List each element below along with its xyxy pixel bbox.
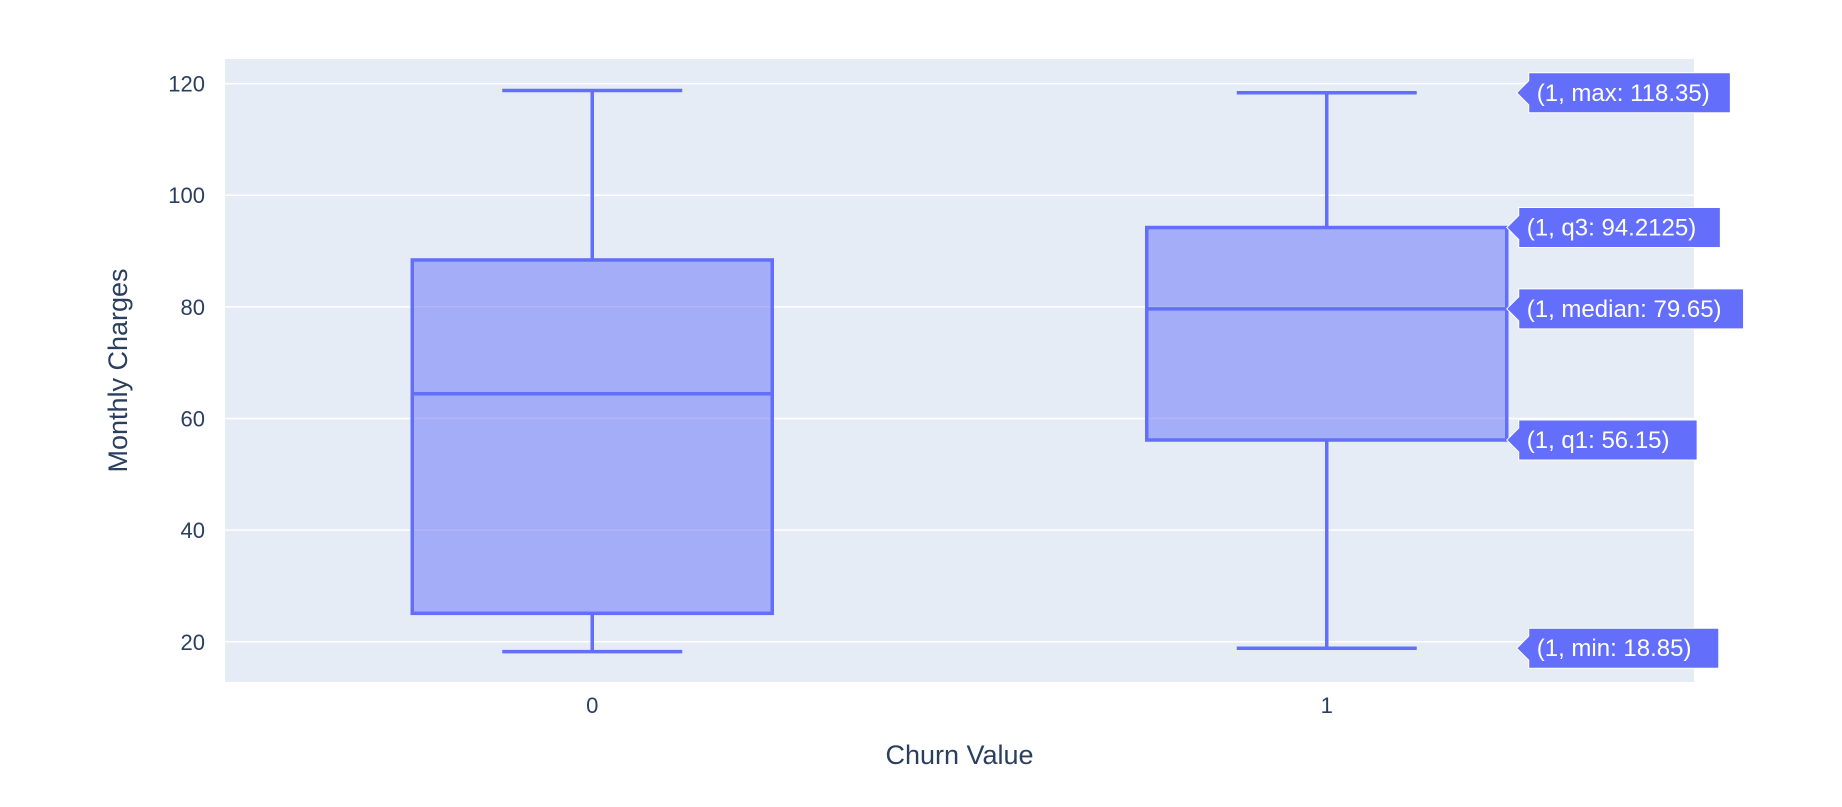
boxes [410, 88, 1509, 654]
hover-label-box [1516, 72, 1731, 114]
y-tick-label: 60 [181, 407, 205, 432]
hover-label-median: (1, median: 79.65) [1506, 288, 1745, 330]
y-axis-ticks: 20 40 60 80 100 120 [168, 72, 205, 655]
x-tick-label: 0 [586, 693, 598, 718]
hover-label-box [1506, 419, 1698, 461]
y-axis-title: Monthly Charges [103, 268, 133, 472]
hover-label-box [1516, 627, 1720, 669]
hover-label-text: (1, min: 18.85) [1537, 635, 1692, 662]
iqr-box [1145, 225, 1509, 442]
hover-label-max: (1, max: 118.35) [1516, 72, 1731, 114]
iqr-box [410, 258, 774, 616]
y-tick-label: 100 [168, 183, 205, 208]
hover-label-text: (1, q3: 94.2125) [1527, 215, 1696, 242]
hover-label-text: (1, median: 79.65) [1527, 296, 1722, 323]
hover-label-text: (1, max: 118.35) [1537, 80, 1710, 107]
x-tick-label: 1 [1321, 693, 1333, 718]
hover-label-box [1506, 288, 1745, 330]
y-tick-label: 40 [181, 518, 205, 543]
hover-labels: (1, max: 118.35) (1, q3: 94.2125) (1, medi… [1506, 72, 1745, 669]
y-tick-label: 20 [181, 630, 205, 655]
hover-label-q1: (1, q1: 56.15) [1506, 419, 1698, 461]
hover-label-box [1506, 207, 1721, 249]
y-tick-label: 120 [168, 72, 205, 97]
x-axis-title: Churn Value [885, 740, 1033, 770]
hover-label-min: (1, min: 18.85) [1516, 627, 1720, 669]
hover-label-text: (1, q1: 56.15) [1527, 427, 1670, 454]
box-0[interactable] [410, 88, 774, 654]
y-tick-label: 80 [181, 295, 205, 320]
hover-label-q3: (1, q3: 94.2125) [1506, 207, 1721, 249]
box-1[interactable] [1145, 91, 1509, 650]
